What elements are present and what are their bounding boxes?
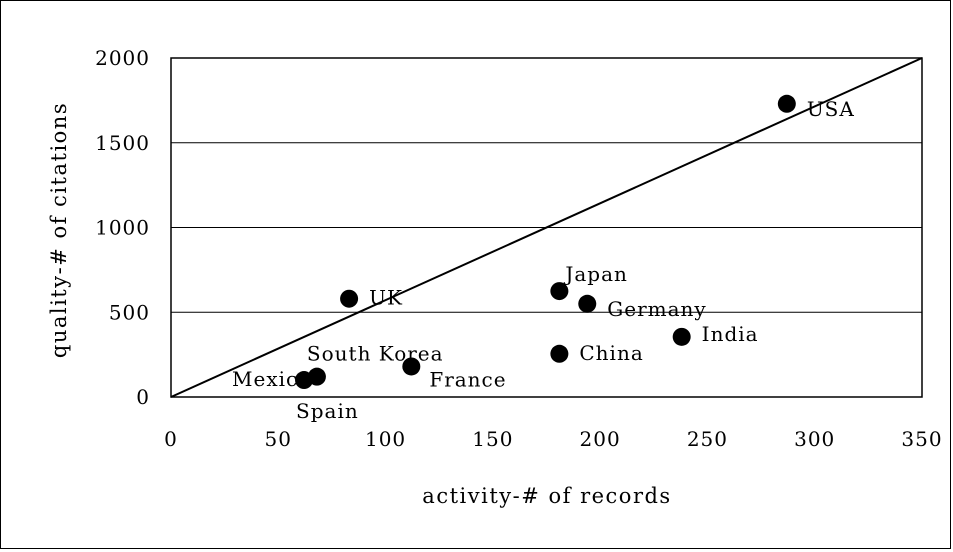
point-label-germany: Germany [607,297,706,321]
point-label-usa: USA [807,97,855,121]
x-tick-label-350: 350 [901,427,942,451]
x-tick-label-150: 150 [472,427,513,451]
point-usa [777,94,796,113]
point-label-uk: UK [369,286,403,310]
x-tick-label-250: 250 [687,427,728,451]
point-mexico [295,371,314,390]
point-japan [550,282,569,301]
point-label-japan: Japan [563,262,628,286]
point-india [672,327,691,346]
data-points [295,94,796,390]
x-tick-label-0: 0 [164,427,178,451]
point-label-spain: Spain [296,399,359,423]
point-label-china: China [579,341,643,365]
point-germany [578,294,597,313]
point-label-france: France [429,367,506,391]
x-axis-ticks: 0 50 100 150 200 250 300 350 [164,427,942,451]
y-tick-label-500: 500 [109,300,150,324]
y-axis-ticks: 0 500 1000 1500 2000 [95,46,150,409]
y-tick-label-1000: 1000 [95,216,150,240]
y-tick-label-1500: 1500 [95,131,150,155]
x-tick-label-50: 50 [265,427,292,451]
point-uk [340,289,359,308]
x-tick-label-100: 100 [365,427,406,451]
y-tick-label-2000: 2000 [95,46,150,70]
point-label-south-korea: South Korea [307,342,444,366]
y-axis-title: quality-# of citations [47,102,71,358]
y-tick-label-0: 0 [136,385,150,409]
x-tick-label-300: 300 [794,427,835,451]
point-label-mexico: Mexico [232,367,311,391]
point-china [550,344,569,363]
x-axis-title: activity-# of records [422,484,671,508]
point-france [402,357,421,376]
plot-area [170,57,923,398]
point-label-india: India [702,322,759,346]
x-tick-label-200: 200 [580,427,621,451]
reference-line [170,57,923,398]
